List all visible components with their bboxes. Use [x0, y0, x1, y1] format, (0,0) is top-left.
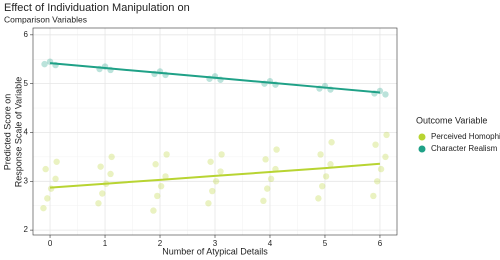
data-point — [370, 192, 377, 200]
data-point — [40, 204, 47, 212]
y-axis-title: Predicted Score on — [2, 94, 12, 171]
data-point — [383, 131, 390, 139]
data-point — [382, 91, 389, 98]
data-point — [152, 161, 159, 168]
data-point — [207, 158, 214, 165]
fit-line — [49, 62, 381, 94]
y-tick-label: 2 — [24, 225, 29, 234]
data-point — [382, 153, 389, 161]
data-point — [262, 156, 269, 163]
data-point — [107, 170, 114, 178]
data-point — [44, 195, 51, 202]
data-point — [42, 165, 49, 173]
data-point — [163, 151, 170, 158]
y-tick-label: 5 — [24, 79, 29, 88]
data-point — [315, 195, 322, 202]
data-point — [377, 165, 385, 173]
data-point — [157, 182, 165, 190]
data-point — [212, 178, 220, 185]
data-point — [317, 151, 324, 158]
y-tick-label: 3 — [24, 176, 29, 185]
plot-border — [32, 27, 398, 236]
x-tick-label: 2 — [158, 239, 163, 248]
data-point — [260, 197, 267, 205]
legend-title: Outcome Variable — [416, 115, 487, 125]
legend-marker — [418, 145, 426, 153]
data-point — [374, 178, 381, 185]
data-point — [327, 161, 334, 168]
legend-label: Perceived Homophily — [431, 132, 500, 141]
data-point — [273, 146, 280, 153]
legend-label: Character Realism — [431, 144, 498, 153]
data-point — [47, 185, 55, 192]
y-axis-title: Response Scale of Variable — [13, 77, 23, 187]
data-point — [41, 60, 48, 68]
y-tick-label: 6 — [24, 30, 29, 39]
x-tick-label: 3 — [213, 239, 218, 248]
chart-title: Effect of Individuation Manipulation on — [4, 2, 190, 14]
x-tick-label: 5 — [323, 239, 328, 248]
data-point — [53, 158, 60, 165]
data-point — [267, 175, 275, 183]
fit-line — [49, 162, 381, 189]
chart-subtitle: Comparison Variables — [4, 14, 87, 24]
data-point — [322, 173, 330, 180]
data-point — [99, 190, 106, 197]
data-point — [264, 185, 271, 192]
data-point — [52, 175, 59, 183]
y-tick-label: 4 — [24, 128, 29, 137]
data-point — [97, 163, 104, 170]
x-tick-label: 6 — [378, 239, 383, 248]
data-point — [372, 141, 379, 148]
x-tick-label: 4 — [268, 239, 273, 248]
x-tick-label: 1 — [103, 239, 108, 248]
data-point — [162, 173, 169, 180]
data-point — [108, 153, 115, 161]
data-point — [328, 139, 335, 146]
data-point — [154, 192, 161, 200]
data-point — [209, 187, 216, 195]
x-axis-title: Number of Atypical Details — [162, 246, 268, 256]
data-point — [95, 200, 102, 207]
data-point — [218, 151, 225, 158]
data-point — [150, 207, 157, 214]
data-point — [319, 182, 326, 190]
data-point — [205, 200, 212, 207]
x-tick-label: 0 — [48, 239, 53, 248]
data-point — [217, 168, 224, 175]
legend-marker — [418, 133, 426, 141]
